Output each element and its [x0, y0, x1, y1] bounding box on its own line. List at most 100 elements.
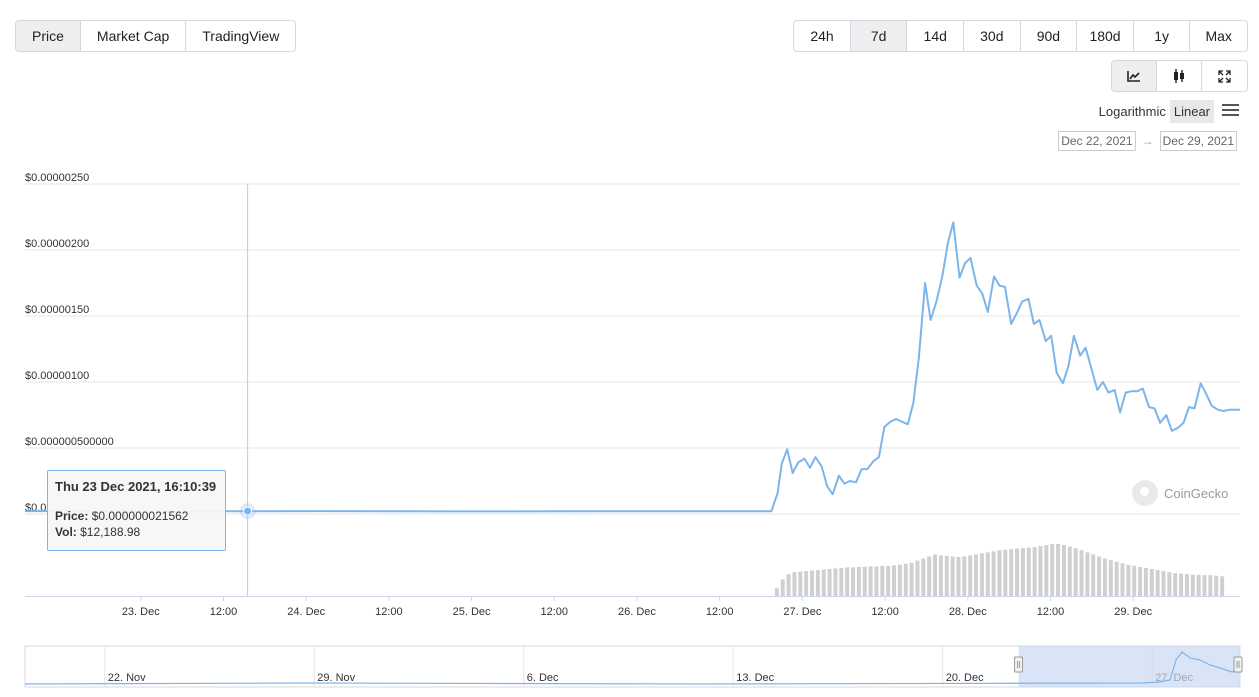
volume-bar [938, 555, 943, 596]
volume-bar [815, 570, 820, 596]
line-chart-button[interactable] [1112, 61, 1157, 91]
volume-bar [1079, 550, 1084, 596]
volume-bar [839, 567, 844, 596]
volume-bar [786, 574, 791, 596]
volume-bar [1032, 547, 1037, 596]
volume-bar [1179, 573, 1184, 596]
volume-bar [1114, 561, 1119, 596]
navigator-label: 13. Dec [736, 672, 774, 684]
volume-bar [833, 568, 838, 596]
volume-bar [933, 554, 938, 596]
y-tick-label: $0.00000250 [25, 172, 89, 184]
volume-bar [1214, 575, 1219, 596]
y-tick-label: $0.000000500000 [25, 436, 114, 448]
volume-bar [1044, 545, 1049, 596]
volume-bar [1085, 552, 1090, 596]
volume-bar [1208, 575, 1213, 596]
volume-bar [962, 556, 967, 596]
volume-bar [792, 572, 797, 596]
tab-market-cap[interactable]: Market Cap [81, 21, 187, 51]
candlestick-button[interactable] [1157, 61, 1202, 91]
volume-bar [780, 579, 785, 596]
hamburger-menu-icon[interactable] [1222, 103, 1239, 120]
date-to-input[interactable]: Dec 29, 2021 [1159, 131, 1237, 151]
tooltip-price-key: Price: [55, 509, 89, 523]
tab-price[interactable]: Price [16, 21, 81, 51]
range-max-button[interactable]: Max [1205, 28, 1232, 44]
expand-icon [1218, 69, 1231, 83]
volume-bar [909, 562, 914, 596]
linear-option[interactable]: Linear [1169, 100, 1214, 123]
navigator-label: 20. Dec [946, 672, 984, 684]
volume-bar [845, 567, 850, 596]
line-chart-icon [1127, 71, 1140, 82]
scale-toggle: Logarithmic Linear [1095, 100, 1239, 123]
volume-bar [1003, 549, 1008, 596]
volume-bar [880, 565, 885, 596]
volume-bar [804, 571, 809, 596]
volume-bar [1108, 560, 1113, 596]
x-tick-label: 26. Dec [618, 606, 656, 618]
volume-bar [1102, 558, 1107, 596]
volume-bar [1220, 576, 1225, 596]
navigator-left-handle[interactable] [1014, 656, 1024, 673]
tooltip-vol-key: Vol: [55, 525, 77, 539]
y-tick-label: $0.00000100 [25, 370, 89, 382]
volume-bar [927, 556, 932, 596]
range-180d-button[interactable]: 180d [1077, 21, 1134, 51]
volume-bar [1196, 574, 1201, 596]
volume-bar [821, 569, 826, 596]
volume-bar [985, 552, 990, 596]
navigator-label: 29. Nov [317, 672, 355, 684]
volume-bar [868, 566, 873, 596]
volume-bar [974, 554, 979, 596]
x-tick-label: 12:00 [210, 606, 238, 618]
fullscreen-button[interactable] [1202, 61, 1247, 91]
range-14d-button[interactable]: 14d [907, 21, 965, 51]
x-tick-label: 12:00 [541, 606, 569, 618]
navigator-label: 6. Dec [527, 672, 559, 684]
volume-bar [827, 568, 832, 596]
volume-bar [1202, 575, 1207, 596]
candlestick-icon [1174, 69, 1184, 83]
tooltip-vol-value: $12,188.98 [80, 525, 141, 539]
volume-bar [991, 551, 996, 596]
x-tick-label: 12:00 [1037, 606, 1065, 618]
logarithmic-option[interactable]: Logarithmic [1098, 104, 1166, 119]
date-from-input[interactable]: Dec 22, 2021 [1058, 131, 1136, 151]
tab-tradingview[interactable]: TradingView [202, 28, 280, 44]
volume-bar [1073, 548, 1078, 596]
navigator-right-handle[interactable] [1233, 656, 1243, 673]
volume-bar [921, 558, 926, 596]
volume-bar [1161, 571, 1166, 596]
gecko-logo-icon [1132, 480, 1158, 506]
volume-bar [1120, 563, 1125, 596]
x-tick-label: 12:00 [706, 606, 734, 618]
range-30d-button[interactable]: 30d [964, 21, 1021, 51]
volume-bar [1126, 564, 1131, 596]
x-tick-label: 27. Dec [783, 606, 821, 618]
range-1y-button[interactable]: 1y [1134, 21, 1191, 51]
range-90d-button[interactable]: 90d [1021, 21, 1078, 51]
volume-bar [1132, 565, 1137, 596]
volume-bar [810, 570, 815, 596]
time-range-group: 24h 7d 14d 30d 90d 180d 1y Max [793, 20, 1248, 52]
volume-bar [1097, 556, 1102, 596]
volume-bar [856, 566, 861, 596]
volume-bar [915, 560, 920, 596]
volume-bar [886, 565, 891, 596]
volume-bar [956, 557, 961, 596]
tooltip-title: Thu 23 Dec 2021, 16:10:39 [55, 479, 217, 494]
volume-bar [903, 563, 908, 596]
volume-bar [968, 555, 973, 596]
range-7d-button[interactable]: 7d [850, 21, 908, 51]
volume-bar [798, 571, 803, 596]
volume-bar [774, 588, 779, 596]
hover-point [243, 506, 253, 516]
watermark-text: CoinGecko [1164, 485, 1229, 501]
volume-bar [1038, 546, 1043, 596]
x-tick-label: 29. Dec [1114, 606, 1152, 618]
range-24h-button[interactable]: 24h [794, 21, 851, 51]
volume-bar [1190, 574, 1195, 596]
